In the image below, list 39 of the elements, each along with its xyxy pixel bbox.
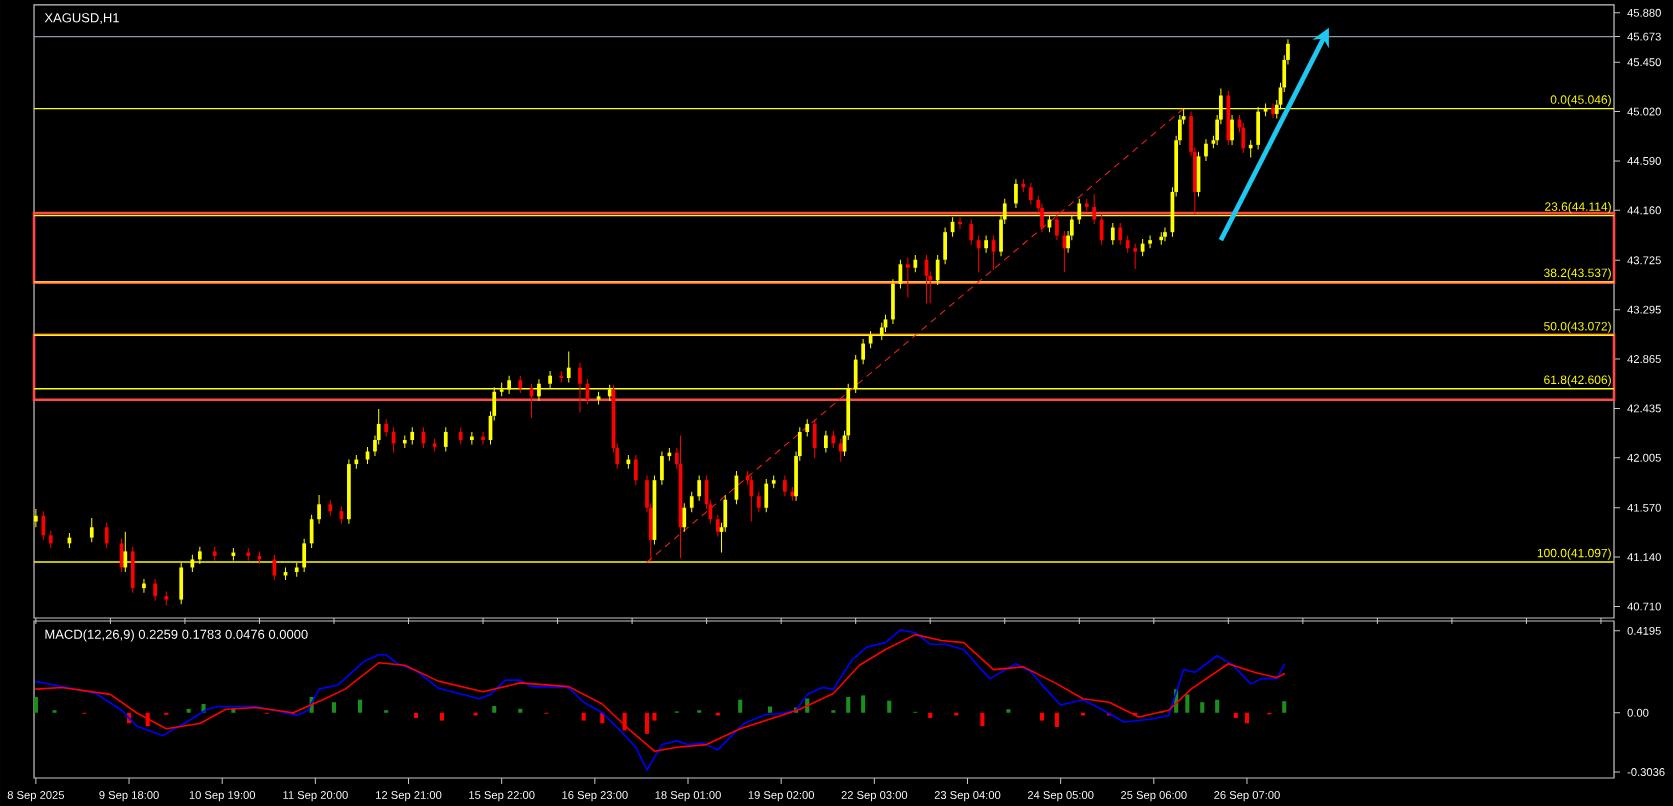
x-tick-label: 22 Sep 03:00 [841, 791, 908, 802]
ref-line-label: 23.6(44.114) [1545, 202, 1611, 214]
ref-line-label: 0.0(45.046) [1550, 94, 1611, 107]
x-tick-label: 18 Sep 01:00 [655, 791, 721, 802]
y-tick-label: 0.4195 [1627, 626, 1661, 635]
y-tick-label: 44.160 [1627, 206, 1661, 215]
x-tick-label: 15 Sep 22:00 [469, 791, 535, 802]
x-tick-label: 12 Sep 21:00 [376, 791, 442, 802]
y-tick-label: 41.140 [1627, 553, 1661, 562]
ref-line-label: 50.0(43.072) [1544, 321, 1611, 333]
x-tick-label: 10 Sep 19:00 [189, 791, 256, 802]
y-tick-label: 44.590 [1627, 157, 1661, 165]
x-tick-label: 25 Sep 06:00 [1121, 791, 1187, 802]
ref-line-label: 61.8(42.606) [1544, 375, 1611, 387]
y-tick-label: -0.3036 [1627, 768, 1665, 776]
x-tick-label: 26 Sep 07:00 [1214, 791, 1280, 802]
y-tick-label: 41.570 [1627, 503, 1661, 512]
y-tick-label: 0.00 [1627, 708, 1649, 717]
ref-line-label: 38.2(43.537) [1544, 268, 1611, 280]
y-tick-label: 45.880 [1627, 8, 1661, 17]
y-tick-label: 42.865 [1627, 355, 1661, 363]
x-tick-label: 16 Sep 23:00 [562, 791, 628, 802]
x-tick-label: 23 Sep 04:00 [934, 791, 1001, 802]
ref-line-label: 100.0(41.097) [1537, 548, 1611, 560]
y-tick-label: 42.435 [1627, 404, 1661, 413]
y-tick-label: 45.450 [1627, 58, 1661, 67]
x-tick-label: 24 Sep 05:00 [1027, 791, 1094, 802]
text: MACD(12,26,9) 0.2259 0.1783 0.0476 0.0000 [45, 629, 308, 642]
y-tick-label: 45.673 [1627, 32, 1661, 41]
x-tick-label: 9 Sep 18:00 [99, 791, 159, 802]
y-tick-label: 42.005 [1627, 453, 1661, 462]
y-tick-label: 43.295 [1627, 305, 1661, 314]
x-tick-label: 8 Sep 2025 [7, 791, 65, 802]
y-tick-label: 43.725 [1627, 256, 1661, 265]
x-tick-label: 11 Sep 20:00 [283, 791, 348, 802]
x-tick-label: 19 Sep 02:00 [748, 791, 815, 802]
y-tick-label: 45.020 [1627, 107, 1661, 116]
text: XAGUSD,H1 [44, 13, 119, 24]
y-tick-label: 40.710 [1627, 602, 1661, 611]
